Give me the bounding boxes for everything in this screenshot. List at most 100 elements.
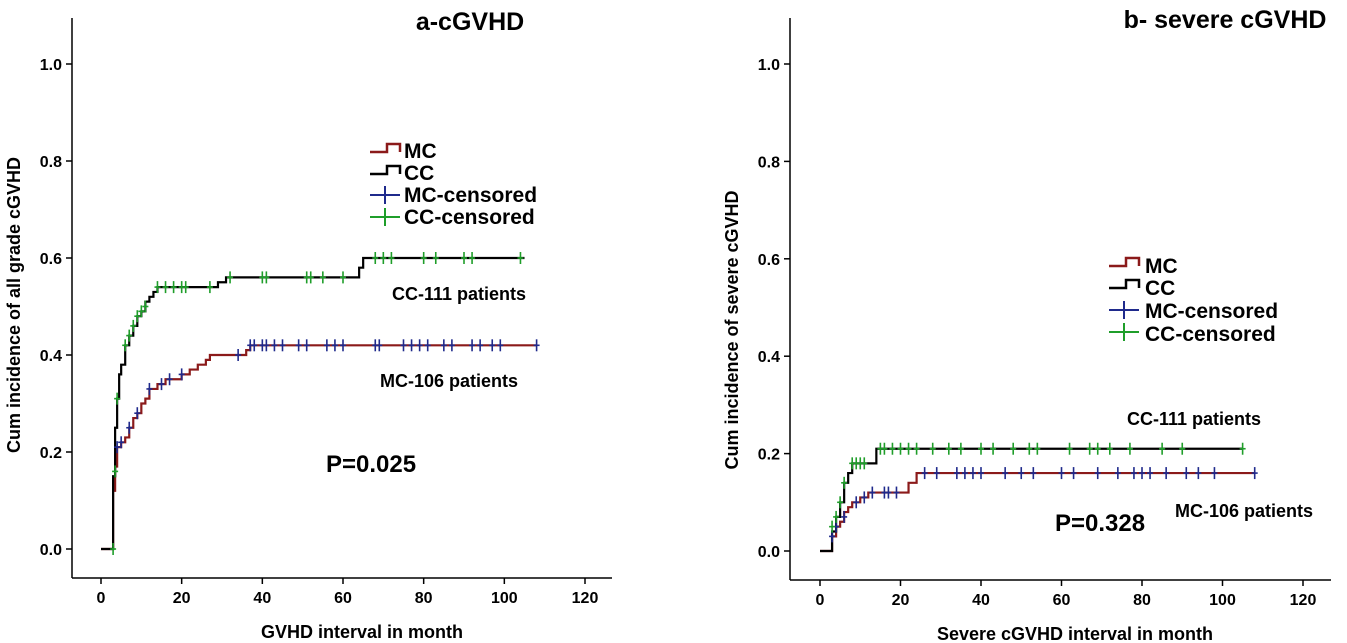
legend-label-cc-censored-a: CC-censored bbox=[404, 206, 535, 229]
censor-mark-mc-a bbox=[178, 368, 185, 381]
censor-mark-cc-b bbox=[833, 510, 840, 523]
legend-label-mc-a: MC bbox=[404, 140, 437, 163]
censor-mark-cc-a bbox=[114, 392, 121, 405]
x-tick-label-b: 120 bbox=[1290, 592, 1317, 609]
curves-a bbox=[101, 252, 540, 555]
censor-mark-cc-b bbox=[1179, 442, 1186, 455]
censor-mark-cc-b bbox=[881, 442, 888, 455]
curves-b bbox=[820, 442, 1258, 553]
censor-mark-mc-b bbox=[1147, 467, 1154, 480]
x-ticks-a: 0 20 40 60 80 100 120 bbox=[97, 578, 599, 607]
censor-mark-cc-a bbox=[162, 281, 169, 294]
censor-mark-cc-b bbox=[1034, 442, 1041, 455]
censor-mark-mc-a bbox=[271, 339, 278, 352]
x-axis-label-a: GVHD interval in month bbox=[261, 622, 463, 642]
chart-title-a: a-cGVHD bbox=[416, 8, 524, 36]
censor-mark-cc-b bbox=[841, 476, 848, 489]
x-tick-label-a: 60 bbox=[334, 590, 352, 607]
censor-mark-cc-b bbox=[837, 496, 844, 509]
legend-label-cc-censored-b: CC-censored bbox=[1145, 323, 1276, 346]
x-tick-label-a: 120 bbox=[572, 590, 599, 607]
censor-mark-mc-b bbox=[1114, 467, 1121, 480]
censor-mark-mc-a bbox=[134, 407, 141, 420]
censor-mark-mc-b bbox=[1094, 467, 1101, 480]
x-tick-label-a: 0 bbox=[97, 590, 106, 607]
x-tick-label-b: 80 bbox=[1133, 592, 1151, 609]
legend-swatch-mc-censored-a bbox=[370, 186, 400, 204]
censor-mark-mc-a bbox=[416, 339, 423, 352]
censor-mark-mc-a bbox=[251, 339, 258, 352]
legend-swatch-cc-a bbox=[370, 164, 402, 176]
censor-mark-cc-a bbox=[142, 300, 149, 313]
censor-mark-mc-a bbox=[158, 378, 165, 391]
mc-patients-label-a: MC-106 patients bbox=[380, 371, 518, 391]
censor-mark-cc-b bbox=[1026, 442, 1033, 455]
censor-mark-cc-a bbox=[138, 305, 145, 318]
y-tick-label-a: 0.2 bbox=[40, 445, 62, 462]
censor-mark-cc-b bbox=[1239, 442, 1246, 455]
censor-mark-cc-a bbox=[110, 543, 117, 555]
x-ticks-b: 0 20 40 60 80 100 120 bbox=[816, 580, 1317, 609]
censor-mark-mc-a bbox=[408, 339, 415, 352]
censor-mark-cc-a bbox=[420, 252, 427, 264]
x-axis-label-b: Severe cGVHD interval in month bbox=[937, 624, 1213, 643]
censor-mark-mc-a bbox=[469, 339, 476, 352]
y-tick-label-b: 1.0 bbox=[758, 57, 780, 74]
censor-mark-mc-b bbox=[933, 467, 940, 480]
censor-mark-mc-a bbox=[126, 421, 133, 434]
censor-mark-cc-a bbox=[461, 252, 467, 264]
legend-swatch-cc-censored-b bbox=[1109, 323, 1139, 341]
plot-frame-b bbox=[789, 18, 1331, 581]
censor-mark-cc-a bbox=[388, 252, 395, 264]
censor-mark-cc-a bbox=[170, 281, 177, 294]
censor-mark-cc-b bbox=[1010, 442, 1017, 455]
x-tick-label-b: 40 bbox=[972, 592, 990, 609]
censor-mark-cc-b bbox=[945, 442, 952, 455]
cc-patients-label-b: CC-111 patients bbox=[1127, 409, 1261, 429]
y-tick-label-b: 0.8 bbox=[758, 154, 780, 171]
censor-mark-cc-a bbox=[154, 281, 161, 294]
censor-mark-mc-b bbox=[1130, 467, 1137, 480]
censor-mark-mc-a bbox=[295, 339, 302, 352]
censor-mark-mc-b bbox=[1058, 467, 1065, 480]
chart-title-b: b- severe cGVHD bbox=[1124, 6, 1327, 34]
y-tick-label-a: 0.8 bbox=[40, 154, 62, 171]
p-value-b: P=0.328 bbox=[1055, 510, 1145, 537]
censor-mark-mc-b bbox=[953, 467, 960, 480]
censor-mark-mc-b bbox=[861, 491, 868, 504]
censor-mark-mc-a bbox=[424, 339, 431, 352]
censor-mark-cc-a bbox=[182, 281, 189, 294]
series-line-cc-b bbox=[820, 447, 1243, 553]
censor-mark-cc-a bbox=[380, 252, 387, 264]
censor-mark-mc-a bbox=[489, 339, 496, 352]
censor-mark-mc-a bbox=[279, 339, 286, 352]
legend-swatch-mc-censored-b bbox=[1109, 301, 1139, 319]
censor-mark-cc-b bbox=[861, 457, 868, 470]
censor-mark-cc-b bbox=[905, 442, 912, 455]
censor-mark-mc-a bbox=[340, 339, 346, 352]
censor-mark-cc-a bbox=[432, 252, 439, 264]
censor-mark-mc-a bbox=[331, 339, 338, 352]
censor-mark-mc-a bbox=[166, 373, 173, 386]
censor-mark-mc-a bbox=[303, 339, 310, 352]
censor-mark-cc-a bbox=[227, 271, 234, 284]
cc-patients-label-a: CC-111 patients bbox=[392, 284, 526, 304]
legend-swatch-mc-a bbox=[370, 142, 402, 154]
x-tick-label-a: 20 bbox=[173, 590, 191, 607]
y-tick-label-b: 0.0 bbox=[758, 544, 780, 561]
legend-swatch-cc-censored-a bbox=[370, 208, 400, 226]
censor-mark-cc-a bbox=[134, 310, 141, 323]
legend-label-mc-censored-b: MC-censored bbox=[1145, 300, 1278, 323]
censor-mark-mc-b bbox=[961, 467, 968, 480]
x-tick-label-a: 40 bbox=[253, 590, 271, 607]
p-value-a: P=0.025 bbox=[326, 451, 416, 478]
censor-mark-mc-a bbox=[497, 339, 504, 352]
y-tick-label-a: 1.0 bbox=[40, 57, 62, 74]
y-ticks-a: 0.0 0.2 0.4 0.6 0.8 1.0 bbox=[40, 57, 72, 559]
censor-mark-mc-a bbox=[263, 339, 270, 352]
censor-mark-mc-a bbox=[118, 436, 125, 449]
censor-mark-cc-a bbox=[307, 271, 314, 284]
chart-panel-b: b- severe cGVHD 0.0 0.2 0.4 0.6 0.8 1.0 0 20 40… bbox=[722, 6, 1331, 643]
y-ticks-b: 0.0 0.2 0.4 0.6 0.8 1.0 bbox=[758, 57, 790, 561]
censor-mark-cc-b bbox=[929, 442, 936, 455]
